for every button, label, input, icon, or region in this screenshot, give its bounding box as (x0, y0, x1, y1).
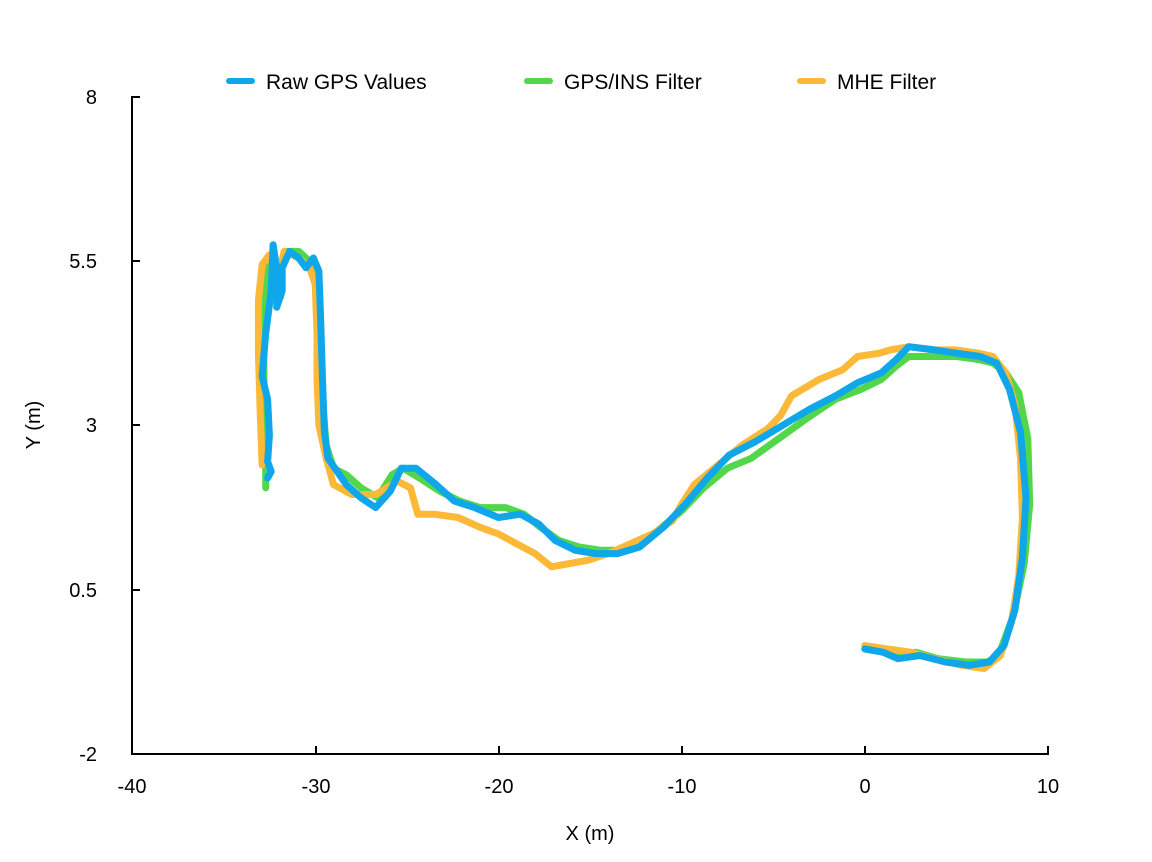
x-tick-label: -30 (302, 776, 331, 798)
y-axis-ticks: -2 0.5 3 5.5 8 (69, 87, 140, 766)
x-tick-label: -20 (485, 776, 514, 798)
x-tick-label: -40 (118, 776, 147, 798)
y-tick-label: 0.5 (69, 580, 97, 602)
legend: Raw GPS Values GPS/INS Filter MHE Filter (226, 71, 936, 94)
series-line-gps-ins (260, 247, 1034, 666)
y-tick-label: 8 (86, 87, 97, 109)
x-axis-ticks: -40 -30 -20 -10 0 10 (118, 746, 1059, 798)
y-tick-label: 3 (86, 415, 97, 437)
x-tick-label: 10 (1037, 776, 1059, 798)
x-tick-label: -10 (668, 776, 697, 798)
legend-label-gps-ins: GPS/INS Filter (564, 71, 702, 94)
legend-label-mhe: MHE Filter (837, 71, 936, 94)
plot-series (254, 241, 1034, 673)
y-tick-label: -2 (79, 744, 97, 766)
series-line-raw-gps (258, 241, 1030, 669)
legend-label-raw-gps: Raw GPS Values (266, 71, 427, 94)
y-tick-label: 5.5 (69, 251, 97, 273)
y-axis-title: Y (m) (23, 401, 45, 450)
x-axis-title: X (m) (566, 823, 615, 845)
series-line-mhe (254, 247, 1026, 673)
x-tick-label: 0 (859, 776, 870, 798)
